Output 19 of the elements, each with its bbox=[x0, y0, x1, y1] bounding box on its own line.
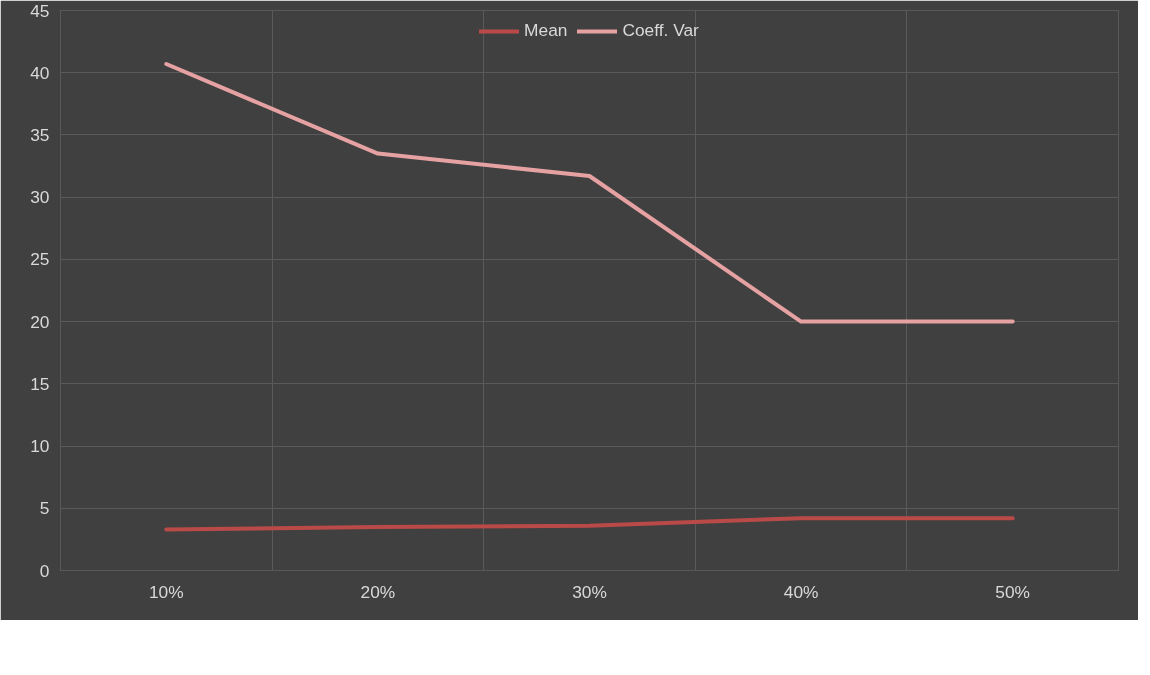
x-tick-label: 40% bbox=[783, 581, 819, 602]
y-tick-label: 35 bbox=[30, 124, 50, 145]
line-series bbox=[164, 62, 1015, 324]
x-tick-label: 10% bbox=[148, 581, 184, 602]
y-tick-label: 40 bbox=[30, 62, 50, 83]
y-tick-label: 25 bbox=[30, 249, 50, 270]
line-series bbox=[164, 516, 1015, 532]
y-tick-label: 20 bbox=[30, 311, 50, 332]
y-tick-label: 10 bbox=[30, 436, 50, 457]
x-tick-label: 20% bbox=[360, 581, 396, 602]
legend-label: Coeff. Var bbox=[622, 20, 699, 41]
y-tick-label: 5 bbox=[39, 498, 50, 519]
y-tick-label: 0 bbox=[39, 560, 50, 581]
y-tick-label: 45 bbox=[30, 0, 50, 21]
x-tick-label: 30% bbox=[572, 581, 607, 602]
y-tick-label: 30 bbox=[30, 187, 50, 208]
x-tick-label: 50% bbox=[995, 581, 1031, 602]
y-tick-label: 15 bbox=[30, 373, 50, 394]
legend-label: Mean bbox=[524, 20, 568, 41]
